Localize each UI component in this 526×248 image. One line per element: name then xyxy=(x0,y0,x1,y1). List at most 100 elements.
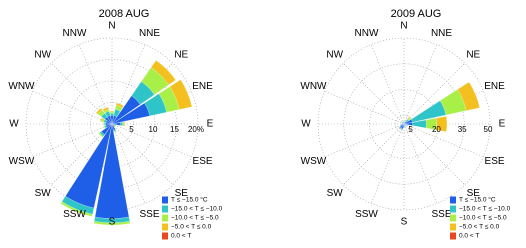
legend-label: T ≤ −15.0 °C xyxy=(459,196,496,204)
wedge-segment xyxy=(457,81,480,111)
spoke xyxy=(32,90,113,125)
wedge-segment xyxy=(398,126,402,130)
legend-swatch xyxy=(162,205,168,213)
direction-label: SSE xyxy=(431,209,451,220)
wedge-segment xyxy=(122,121,125,127)
wedge-segment xyxy=(400,124,402,127)
spoke xyxy=(324,90,405,125)
legend-swatch xyxy=(450,214,456,222)
legend-label: −5.0 < T ≤ 0.0 xyxy=(171,224,212,231)
legend-label: −15.0 < T ≤ −10.0 xyxy=(171,206,223,213)
direction-label: SSE xyxy=(139,209,159,220)
tick-label: 20 xyxy=(432,125,441,134)
direction-label: S xyxy=(109,217,116,228)
legend-swatch xyxy=(450,223,456,231)
direction-label: WNW xyxy=(8,81,35,92)
spoke xyxy=(342,62,405,125)
direction-label: NW xyxy=(34,49,51,60)
direction-label: WSW xyxy=(9,156,35,167)
direction-label: SE xyxy=(467,188,481,199)
direction-label: SSW xyxy=(355,209,378,220)
spoke xyxy=(403,44,438,125)
legend-swatch xyxy=(450,232,456,240)
wedge-segment xyxy=(95,107,103,115)
direction-label: W xyxy=(9,119,19,130)
spoke xyxy=(403,123,484,158)
wedge-segment xyxy=(404,125,406,127)
wedge-segment xyxy=(405,125,407,127)
legend-swatch xyxy=(450,196,456,204)
spoke xyxy=(324,123,405,158)
grid-ring xyxy=(317,37,491,211)
grid-ring xyxy=(343,63,465,185)
spoke xyxy=(403,62,466,125)
direction-label: SW xyxy=(327,188,344,199)
grid-ring xyxy=(47,59,177,189)
direction-label: NE xyxy=(174,49,188,60)
wedge-segment xyxy=(60,201,93,217)
legend-label: 0.0 < T xyxy=(459,233,479,240)
wedge-segment xyxy=(402,120,404,122)
direction-label: ESE xyxy=(193,156,213,167)
wedge-segment xyxy=(408,116,412,120)
tick-label: 15 xyxy=(170,125,179,134)
direction-label: WNW xyxy=(300,81,327,92)
wedge-segment xyxy=(436,116,448,132)
grid-ring xyxy=(68,80,156,168)
wedge-segment xyxy=(114,124,117,127)
tick-label: 5 xyxy=(129,125,134,134)
direction-label: E xyxy=(207,119,214,130)
spoke xyxy=(370,44,405,125)
direction-label: SSW xyxy=(63,209,86,220)
legend-label: −15.0 < T ≤ −10.0 xyxy=(459,206,511,213)
direction-label: E xyxy=(499,119,506,130)
direction-label: NE xyxy=(466,49,480,60)
wedge-segment xyxy=(115,102,124,108)
spoke xyxy=(370,123,405,204)
direction-label: WSW xyxy=(301,156,327,167)
direction-label: S xyxy=(401,217,408,228)
direction-label: SW xyxy=(35,188,52,199)
wedge-segment xyxy=(102,107,109,112)
legend-swatch xyxy=(162,223,168,231)
legend-label: −10.0 < T ≤ −5.0 xyxy=(459,215,507,222)
legend-swatch xyxy=(450,205,456,213)
wedge-segment xyxy=(109,111,115,114)
wedge-segment xyxy=(169,79,192,110)
legend-swatch xyxy=(162,232,168,240)
wedge-segment xyxy=(120,121,123,127)
direction-label: ESE xyxy=(485,156,505,167)
tick-label: 35 xyxy=(458,125,467,134)
direction-label: NW xyxy=(326,49,343,60)
chart-title: 2009 AUG xyxy=(391,8,442,20)
wedge-segment xyxy=(104,122,106,126)
spoke xyxy=(403,123,466,186)
wedge-segment xyxy=(403,120,405,122)
wedge-segment xyxy=(123,121,125,127)
spoke xyxy=(403,123,438,204)
wedge-segment xyxy=(103,125,106,129)
tick-label: 20% xyxy=(188,125,204,134)
wedge-segment xyxy=(109,111,115,113)
direction-label: N xyxy=(400,21,407,32)
direction-label: W xyxy=(301,119,311,130)
direction-label: NNW xyxy=(63,28,87,39)
spoke xyxy=(342,123,405,186)
direction-label: NNE xyxy=(139,28,160,39)
direction-label: NNW xyxy=(355,28,379,39)
spoke xyxy=(50,123,113,186)
direction-label: NNE xyxy=(431,28,452,39)
legend-label: −10.0 < T ≤ −5.0 xyxy=(171,215,219,222)
legend-swatch xyxy=(162,196,168,204)
legend-label: 0.0 < T xyxy=(171,233,191,240)
chart-title: 2008 AUG xyxy=(99,8,150,20)
wedge-segment xyxy=(113,130,117,133)
wedge-segment xyxy=(150,60,176,86)
wedge-segment xyxy=(400,128,404,131)
direction-label: SE xyxy=(175,188,189,199)
legend-label: T ≤ −15.0 °C xyxy=(171,196,208,204)
wedge-segment xyxy=(109,113,115,116)
spoke xyxy=(111,123,146,204)
